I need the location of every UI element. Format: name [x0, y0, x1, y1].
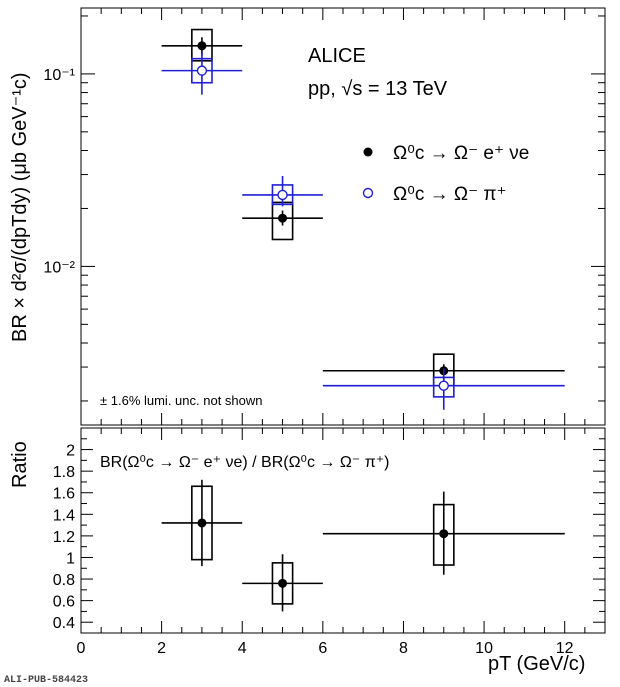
top-marker-open: [196, 65, 208, 76]
bottom-x-tick-label: 2: [157, 640, 166, 657]
bottom-data-point: [322, 491, 565, 575]
top-data-point: [161, 51, 243, 95]
top-marker-filled: [197, 41, 207, 51]
bottom-y-tick-label: 1: [66, 550, 75, 567]
bottom-y-axis: 0.4 0.6 0.8 1 1.2 1.4 1.6 1.8 2: [53, 427, 605, 634]
bottom-y-tick-label: 1.6: [53, 486, 75, 503]
bottom-panel-data: [161, 479, 565, 612]
top-marker-open: [277, 189, 288, 201]
bottom-y-tick-label: 1.8: [53, 464, 75, 481]
legend-marker-hadronic: [362, 187, 374, 199]
top-data-point: [242, 175, 323, 207]
bottom-y-tick-label: 1.2: [53, 529, 75, 546]
top-marker-open: [438, 380, 449, 391]
bottom-x-tick-label: 10: [475, 640, 493, 657]
legend-label-hadronic: Ω⁰c → Ω⁻ π⁺: [393, 184, 507, 205]
bottom-marker-filled: [439, 529, 449, 539]
top-marker-filled: [278, 213, 288, 223]
bottom-x-tick-label: 12: [556, 640, 574, 657]
bottom-x-tick-label: 0: [77, 640, 86, 657]
bottom-y-tick-label: 2: [66, 443, 75, 460]
bottom-x-tick-label: 6: [318, 640, 327, 657]
bottom-data-point: [242, 554, 323, 612]
top-y-axis: 10⁻² 10⁻¹: [43, 15, 605, 402]
lumi-note: ± 1.6% lumi. unc. not shown: [100, 393, 263, 408]
legend-label-semileptonic: Ω⁰c → Ω⁻ e⁺ νe: [393, 143, 529, 164]
top-data-point: [242, 201, 323, 241]
bottom-y-tick-label: 0.4: [53, 615, 75, 632]
bottom-y-tick-label: 0.6: [53, 594, 75, 611]
ratio-annotation: BR(Ω⁰c → Ω⁻ e⁺ νe) / BR(Ω⁰c → Ω⁻ π⁺): [100, 454, 390, 471]
top-panel-frame: [80, 7, 606, 426]
bottom-data-point: [161, 479, 243, 567]
top-data-point: [322, 368, 565, 410]
legend: Ω⁰c → Ω⁻ e⁺ νe Ω⁰c → Ω⁻ π⁺: [362, 143, 529, 205]
legend-marker-semileptonic: [363, 147, 373, 157]
bottom-marker-filled: [278, 578, 288, 588]
experiment-label: ALICE: [308, 45, 366, 67]
top-panel-data: [161, 28, 565, 410]
bottom-y-tick-label: 1.4: [53, 507, 75, 524]
system-label: pp, √s = 13 TeV: [308, 78, 448, 100]
bottom-marker-filled: [197, 518, 207, 528]
top-y-axis-title: BR × d²σ/(dpTdy) (μb GeV⁻¹c): [9, 73, 31, 342]
bottom-y-axis-title: Ratio: [9, 441, 31, 488]
top-y-tick-label: 10⁻¹: [43, 67, 75, 84]
top-x-axis: [80, 8, 606, 425]
bottom-x-axis: 0 2 4 6 8 10 12: [77, 428, 606, 657]
x-axis-title: pT (GeV/c): [488, 653, 585, 675]
bottom-x-tick-label: 4: [238, 640, 247, 657]
top-y-tick-label: 10⁻²: [43, 259, 75, 276]
figure-id: ALI-PUB-584423: [4, 675, 88, 686]
bottom-x-tick-label: 8: [399, 640, 408, 657]
bottom-y-tick-label: 0.8: [53, 572, 75, 589]
